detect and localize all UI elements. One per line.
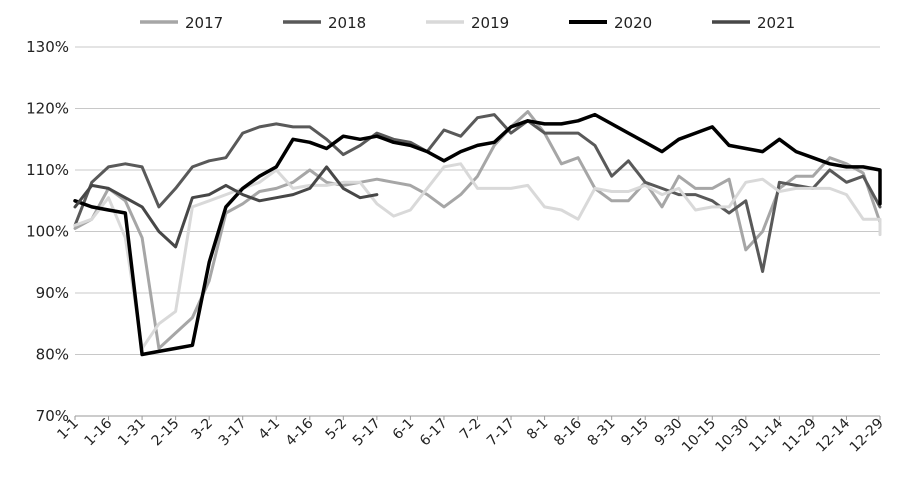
x-tick-label: 10-15 bbox=[679, 416, 719, 456]
x-tick-label: 11-29 bbox=[780, 416, 820, 456]
x-tick-label: 6-1 bbox=[390, 416, 417, 443]
legend: 2017 2018 2019 2020 2021 bbox=[140, 14, 795, 32]
x-tick-label: 8-16 bbox=[551, 415, 585, 449]
x-tick-label: 7-17 bbox=[484, 416, 518, 450]
x-axis-ticks: 1-1 1-16 1-31 2-15 3-2 3-17 4-1 4-16 5-2 5-17 6-1 6… bbox=[54, 415, 886, 455]
series-line-2021 bbox=[73, 165, 379, 249]
gridlines bbox=[75, 46, 880, 417]
x-tick-label: 6-17 bbox=[417, 416, 451, 450]
x-tick-label: 1-16 bbox=[82, 415, 116, 449]
legend-label-2017: 2017 bbox=[185, 14, 223, 32]
y-tick-label: 90% bbox=[36, 284, 69, 302]
legend-label-2019: 2019 bbox=[471, 14, 509, 32]
x-tick-label: 11-14 bbox=[746, 415, 786, 455]
legend-label-2021: 2021 bbox=[757, 14, 795, 32]
x-tick-label: 3-2 bbox=[189, 416, 216, 443]
y-tick-label: 130% bbox=[26, 38, 69, 56]
series-line-2017 bbox=[73, 110, 882, 350]
y-tick-label: 70% bbox=[36, 407, 69, 425]
x-tick-label: 8-1 bbox=[524, 416, 551, 443]
series-line-2019 bbox=[73, 162, 882, 350]
x-tick-label: 12-14 bbox=[813, 415, 853, 455]
y-tick-label: 100% bbox=[26, 223, 69, 241]
series-line-2018 bbox=[73, 113, 882, 273]
y-tick-label: 120% bbox=[26, 100, 69, 118]
x-tick-label: 10-30 bbox=[713, 416, 753, 456]
legend-label-2020: 2020 bbox=[614, 14, 652, 32]
series-line-2020 bbox=[73, 112, 882, 357]
x-tick-label: 3-17 bbox=[216, 416, 250, 450]
x-tick-label: 1-31 bbox=[115, 416, 149, 450]
series-lines bbox=[73, 110, 882, 357]
y-tick-label: 80% bbox=[36, 346, 69, 364]
x-tick-label: 12-29 bbox=[847, 416, 887, 456]
x-tick-label: 8-31 bbox=[585, 416, 619, 450]
x-tick-label: 5-2 bbox=[323, 416, 350, 443]
x-tick-label: 7-2 bbox=[457, 416, 484, 443]
x-tick-label: 5-17 bbox=[350, 416, 384, 450]
y-tick-label: 110% bbox=[26, 161, 69, 179]
y-axis-ticks: 70% 80% 90% 100% 110% 120% 130% bbox=[26, 38, 69, 425]
x-tick-label: 9-15 bbox=[618, 416, 652, 450]
x-tick-label: 4-1 bbox=[256, 416, 283, 443]
x-tick-label: 4-16 bbox=[283, 415, 317, 449]
legend-label-2018: 2018 bbox=[328, 14, 366, 32]
x-tick-label: 2-15 bbox=[149, 416, 183, 450]
